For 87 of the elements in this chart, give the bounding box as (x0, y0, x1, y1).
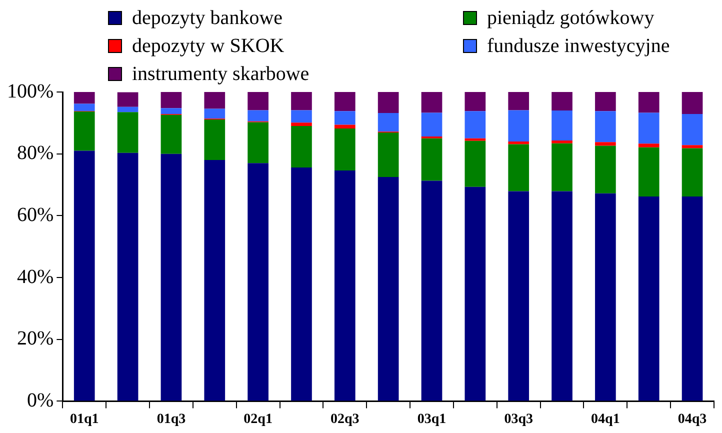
bar (74, 111, 95, 151)
legend-label: fundusze inwestycyjne (487, 34, 670, 58)
bar (464, 138, 486, 141)
bar (74, 92, 95, 104)
bar (74, 104, 95, 112)
x-tick-label: 03q3 (504, 412, 533, 428)
y-tick-label: 60% (16, 204, 54, 226)
legend-label: pieniądz gotówkowy (487, 6, 654, 30)
bar (595, 111, 616, 142)
bar (682, 148, 703, 197)
bar (595, 193, 616, 401)
bar (334, 111, 356, 125)
bar (117, 112, 138, 153)
bar (334, 124, 356, 128)
bar (248, 122, 268, 164)
legend-label: depozyty bankowe (132, 6, 283, 30)
bar (552, 92, 572, 111)
bar (334, 128, 356, 171)
bar (334, 92, 356, 112)
bar (638, 92, 660, 113)
bar (117, 152, 138, 401)
bar (248, 163, 268, 401)
bar (160, 108, 182, 114)
bar (508, 141, 530, 144)
bar (160, 92, 182, 108)
bar (117, 106, 138, 112)
x-tick-label: 04q3 (678, 412, 707, 428)
bar (508, 144, 530, 192)
x-tick-label: 04q1 (591, 412, 620, 428)
bar (464, 92, 486, 112)
bar (595, 146, 616, 194)
bar (378, 92, 399, 114)
bar (508, 110, 530, 142)
y-tick-label: 0% (26, 389, 54, 412)
legend-label: instrumenty skarbowe (132, 62, 310, 86)
bar (291, 92, 312, 110)
bar (595, 92, 616, 112)
bar (291, 167, 312, 401)
bar (638, 147, 660, 197)
bar (682, 92, 703, 114)
bar (378, 177, 399, 401)
bar (248, 92, 268, 110)
y-tick-label: 80% (16, 142, 54, 164)
bar (160, 154, 182, 401)
bar (291, 110, 312, 123)
bar (682, 114, 703, 146)
x-tick-label: 02q3 (330, 412, 360, 428)
y-tick-label: 100% (6, 80, 54, 102)
bar (160, 114, 182, 154)
bar (508, 191, 530, 401)
x-tick-label: 01q3 (156, 412, 186, 428)
bar (204, 92, 226, 109)
bar (204, 160, 226, 401)
bar (204, 120, 226, 160)
bar (638, 112, 660, 144)
bar (334, 170, 356, 401)
x-tick-label: 03q1 (417, 412, 446, 428)
x-tick-label: 02q1 (244, 412, 272, 428)
bar (421, 180, 442, 401)
bar (117, 92, 138, 107)
bar (595, 142, 616, 146)
bar (508, 92, 530, 110)
legend-label: depozyty w SKOK (132, 34, 284, 58)
y-tick-label: 20% (16, 328, 54, 350)
bar (464, 111, 486, 138)
bar (291, 122, 312, 126)
x-tick-label: 01q1 (70, 412, 99, 428)
bar (682, 196, 703, 401)
bar (638, 196, 660, 401)
bar (378, 132, 399, 178)
bar (204, 108, 226, 119)
bar (378, 113, 399, 132)
bar (638, 144, 660, 148)
bar (421, 138, 442, 181)
bar (421, 92, 442, 113)
bar (552, 110, 572, 141)
bar (464, 140, 486, 187)
bar (552, 143, 572, 192)
bar (552, 191, 572, 401)
bar (464, 186, 486, 401)
bar (248, 110, 268, 122)
bar (552, 140, 572, 144)
y-tick-label: 40% (16, 266, 54, 288)
bar (291, 126, 312, 168)
bar (682, 145, 703, 148)
bar (74, 150, 95, 401)
bar (421, 112, 442, 137)
